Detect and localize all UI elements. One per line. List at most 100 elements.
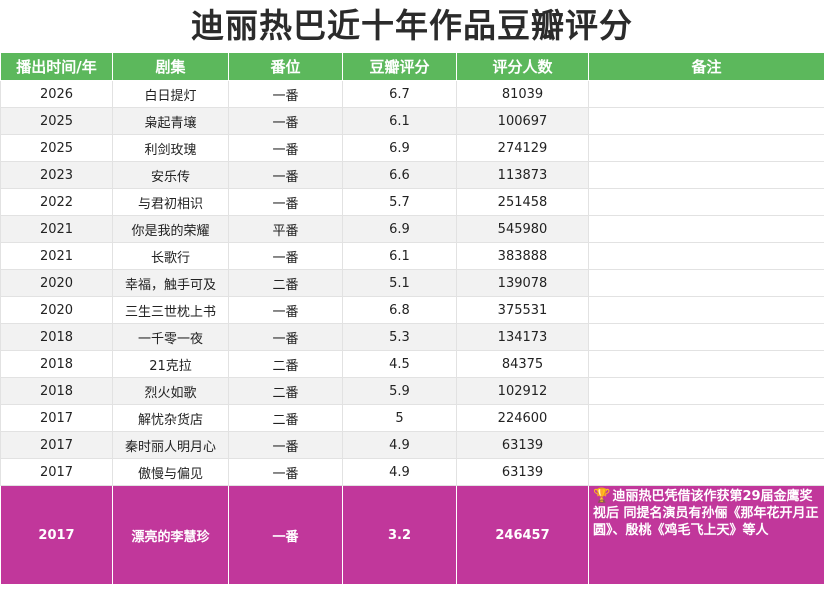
cell-note xyxy=(588,161,824,189)
cell-billing: 一番 xyxy=(228,458,343,486)
cell-billing: 二番 xyxy=(228,269,343,297)
cell-score: 4.9 xyxy=(342,431,457,459)
cell-drama: 烈火如歌 xyxy=(112,377,229,405)
cell-note xyxy=(588,404,824,432)
table-row: 2017 秦时丽人明月心 一番 4.9 63139 xyxy=(0,431,824,459)
cell-drama: 幸福，触手可及 xyxy=(112,269,229,297)
cell-score: 6.7 xyxy=(342,80,457,108)
cell-score: 3.2 xyxy=(342,485,457,585)
trophy-icon: 🏆 xyxy=(593,488,611,504)
cell-raters: 383888 xyxy=(456,242,589,270)
table-row: 2017 傲慢与偏见 一番 4.9 63139 xyxy=(0,458,824,486)
table-row: 2023 安乐传 一番 6.6 113873 xyxy=(0,161,824,189)
cell-billing: 二番 xyxy=(228,404,343,432)
cell-drama: 枭起青壤 xyxy=(112,107,229,135)
table-row: 2025 利剑玫瑰 一番 6.9 274129 xyxy=(0,134,824,162)
cell-note xyxy=(588,134,824,162)
cell-note xyxy=(588,350,824,378)
table-row: 2022 与君初相识 一番 5.7 251458 xyxy=(0,188,824,216)
cell-billing: 一番 xyxy=(228,80,343,108)
table-row: 2020 幸福，触手可及 二番 5.1 139078 xyxy=(0,269,824,297)
header-year: 播出时间/年 xyxy=(0,52,113,81)
cell-year: 2025 xyxy=(0,134,113,162)
cell-score: 6.9 xyxy=(342,215,457,243)
header-note: 备注 xyxy=(588,52,824,81)
table-header-row: 播出时间/年 剧集 番位 豆瓣评分 评分人数 备注 xyxy=(0,52,824,81)
cell-note xyxy=(588,296,824,324)
cell-raters: 84375 xyxy=(456,350,589,378)
cell-billing: 一番 xyxy=(228,242,343,270)
ratings-table: 播出时间/年 剧集 番位 豆瓣评分 评分人数 备注 2026 白日提灯 一番 6.7 8… xyxy=(0,52,824,585)
cell-year: 2017 xyxy=(0,431,113,459)
cell-note xyxy=(588,431,824,459)
cell-drama: 傲慢与偏见 xyxy=(112,458,229,486)
table-row: 2018 一千零一夜 一番 5.3 134173 xyxy=(0,323,824,351)
cell-raters: 246457 xyxy=(456,485,589,585)
cell-note xyxy=(588,269,824,297)
table-row-highlight: 2017 漂亮的李慧珍 一番 3.2 246457 🏆 迪丽热巴凭借该作获第29届… xyxy=(0,485,824,585)
cell-raters: 81039 xyxy=(456,80,589,108)
cell-score: 5.1 xyxy=(342,269,457,297)
cell-score: 6.1 xyxy=(342,242,457,270)
cell-billing: 一番 xyxy=(228,188,343,216)
cell-drama: 你是我的荣耀 xyxy=(112,215,229,243)
cell-drama: 利剑玫瑰 xyxy=(112,134,229,162)
page-title: 迪丽热巴近十年作品豆瓣评分 xyxy=(191,6,633,45)
cell-year: 2017 xyxy=(0,485,113,585)
cell-raters: 274129 xyxy=(456,134,589,162)
cell-billing: 一番 xyxy=(228,107,343,135)
cell-raters: 113873 xyxy=(456,161,589,189)
cell-note xyxy=(588,188,824,216)
cell-year: 2023 xyxy=(0,161,113,189)
cell-score: 5.3 xyxy=(342,323,457,351)
cell-billing: 一番 xyxy=(228,485,343,585)
cell-year: 2026 xyxy=(0,80,113,108)
table-row: 2021 你是我的荣耀 平番 6.9 545980 xyxy=(0,215,824,243)
cell-year: 2025 xyxy=(0,107,113,135)
cell-year: 2020 xyxy=(0,296,113,324)
cell-note xyxy=(588,107,824,135)
cell-year: 2020 xyxy=(0,269,113,297)
table-row: 2018 21克拉 二番 4.5 84375 xyxy=(0,350,824,378)
cell-year: 2021 xyxy=(0,242,113,270)
cell-raters: 63139 xyxy=(456,458,589,486)
cell-note: 🏆 迪丽热巴凭借该作获第29届金鹰奖视后 同提名演员有孙俪《那年花开月正圆》、殷桃… xyxy=(588,485,824,585)
cell-drama: 解忧杂货店 xyxy=(112,404,229,432)
cell-note xyxy=(588,458,824,486)
cell-billing: 一番 xyxy=(228,323,343,351)
cell-score: 5.9 xyxy=(342,377,457,405)
cell-raters: 134173 xyxy=(456,323,589,351)
table-body: 2026 白日提灯 一番 6.7 81039 2025 枭起青壤 一番 6.1 100697 202… xyxy=(0,80,824,585)
table-row: 2025 枭起青壤 一番 6.1 100697 xyxy=(0,107,824,135)
cell-drama: 白日提灯 xyxy=(112,80,229,108)
cell-year: 2017 xyxy=(0,404,113,432)
cell-score: 5.7 xyxy=(342,188,457,216)
cell-billing: 一番 xyxy=(228,296,343,324)
cell-year: 2017 xyxy=(0,458,113,486)
cell-billing: 二番 xyxy=(228,377,343,405)
cell-score: 6.8 xyxy=(342,296,457,324)
cell-drama: 漂亮的李慧珍 xyxy=(112,485,229,585)
cell-billing: 二番 xyxy=(228,350,343,378)
cell-drama: 秦时丽人明月心 xyxy=(112,431,229,459)
cell-raters: 224600 xyxy=(456,404,589,432)
table-row: 2020 三生三世枕上书 一番 6.8 375531 xyxy=(0,296,824,324)
cell-year: 2018 xyxy=(0,323,113,351)
cell-drama: 长歌行 xyxy=(112,242,229,270)
cell-raters: 251458 xyxy=(456,188,589,216)
cell-raters: 545980 xyxy=(456,215,589,243)
header-score: 豆瓣评分 xyxy=(342,52,457,81)
cell-year: 2022 xyxy=(0,188,113,216)
cell-billing: 一番 xyxy=(228,161,343,189)
cell-raters: 63139 xyxy=(456,431,589,459)
cell-drama: 安乐传 xyxy=(112,161,229,189)
note-text: 迪丽热巴凭借该作获第29届金鹰奖视后 同提名演员有孙俪《那年花开月正圆》、殷桃《… xyxy=(593,489,819,538)
header-drama: 剧集 xyxy=(112,52,229,81)
cell-note xyxy=(588,323,824,351)
cell-score: 6.1 xyxy=(342,107,457,135)
cell-billing: 一番 xyxy=(228,431,343,459)
table-row: 2018 烈火如歌 二番 5.9 102912 xyxy=(0,377,824,405)
cell-year: 2021 xyxy=(0,215,113,243)
cell-score: 6.9 xyxy=(342,134,457,162)
